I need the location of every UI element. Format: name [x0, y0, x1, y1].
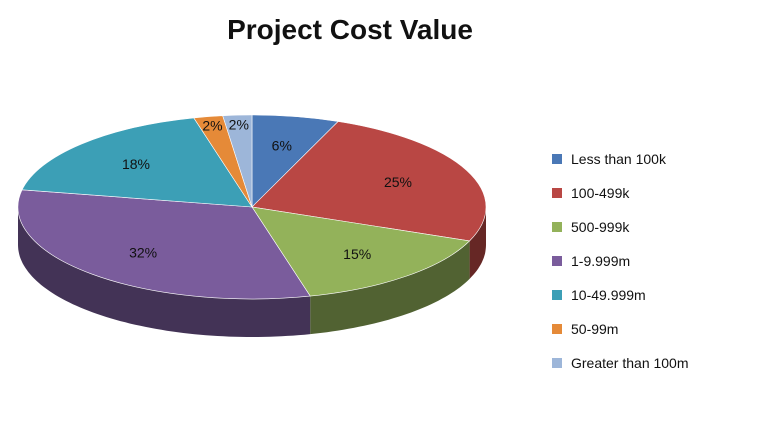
legend-swatch: [552, 188, 562, 198]
pie-side-500-999k: [310, 240, 470, 335]
legend-item-less-than-100k: Less than 100k: [552, 142, 757, 176]
legend-label: 50-99m: [571, 321, 619, 337]
pie-slice-500-999k: [251, 206, 471, 297]
legend-item-500-999k: 500-999k: [552, 210, 757, 244]
legend-swatch: [552, 324, 562, 334]
data-label-1-9-999m: 32%: [129, 245, 157, 261]
legend-label: Less than 100k: [571, 151, 666, 167]
legend-item-1-9999m: 1-9.999m: [552, 244, 757, 278]
legend: Less than 100k 100-499k 500-999k 1-9.999…: [552, 142, 757, 380]
data-label-50-99m: 2%: [202, 118, 222, 134]
pie-slice-10-49-999m: [21, 117, 253, 208]
legend-swatch: [552, 154, 562, 164]
data-label-10-49-999m: 18%: [122, 156, 150, 172]
legend-swatch: [552, 358, 562, 368]
data-label-less-than-100k: 6%: [272, 138, 292, 154]
legend-item-10-49999m: 10-49.999m: [552, 278, 757, 312]
pie-side-1-9-999m: [18, 207, 311, 337]
legend-item-50-99m: 50-99m: [552, 312, 757, 346]
legend-label: 1-9.999m: [571, 253, 631, 269]
pie-slice-greater-than-100m: [222, 114, 253, 208]
chart-title: Project Cost Value: [227, 14, 473, 45]
legend-label: 10-49.999m: [571, 287, 646, 303]
legend-label: Greater than 100m: [571, 355, 689, 371]
legend-label: 100-499k: [571, 185, 630, 201]
data-label-greater-than-100m: 2%: [229, 116, 249, 132]
pie-slice-1-9-999m: [17, 189, 311, 300]
data-label-500-999k: 15%: [343, 246, 371, 262]
legend-swatch: [552, 290, 562, 300]
data-label-100-499k: 25%: [384, 174, 412, 190]
legend-label: 500-999k: [571, 219, 630, 235]
legend-swatch: [552, 256, 562, 266]
pie-slice-100-499k: [251, 121, 487, 242]
legend-swatch: [552, 222, 562, 232]
legend-item-greater-than-100m: Greater than 100m: [552, 346, 757, 380]
legend-item-100-499k: 100-499k: [552, 176, 757, 210]
